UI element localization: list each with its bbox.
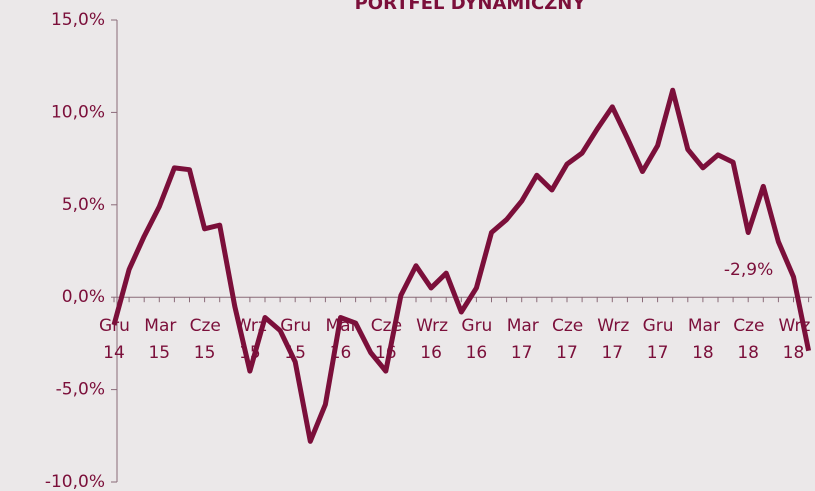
y-tick-label: 0,0% xyxy=(62,287,105,307)
x-tick-label: Wrz 18 xyxy=(779,313,809,367)
x-tick-label: Mar 16 xyxy=(326,313,356,367)
y-tick-label: -5,0% xyxy=(56,380,105,400)
x-tick-label: Gru 17 xyxy=(643,313,673,367)
x-tick-label: Mar 17 xyxy=(507,313,537,367)
y-tick-label: 10,0% xyxy=(51,102,105,122)
x-tick-label: Mar 15 xyxy=(144,313,174,367)
y-tick-label: 5,0% xyxy=(62,195,105,215)
x-tick-label: Gru 16 xyxy=(461,313,491,367)
chart: PORTFEL DYNAMICZNY -10,0% -5,0% 0,0% 5,0% 10… xyxy=(0,0,815,491)
y-tick-label: 15,0% xyxy=(51,10,105,30)
x-tick-label: Cze 18 xyxy=(733,313,763,367)
x-tick-label: Wrz 17 xyxy=(597,313,627,367)
x-tick-label: Gru 14 xyxy=(99,313,129,367)
x-tick-label: Mar 18 xyxy=(688,313,718,367)
x-tick-label: Gru 15 xyxy=(280,313,310,367)
x-tick-label: Cze 16 xyxy=(371,313,401,367)
line xyxy=(114,90,809,441)
y-tick-label: -10,0% xyxy=(45,472,105,491)
x-tick-label: Cze 15 xyxy=(190,313,220,367)
x-tick-label: Cze 17 xyxy=(552,313,582,367)
plot: PORTFEL DYNAMICZNY -10,0% -5,0% 0,0% 5,0% 10… xyxy=(0,0,815,491)
x-tick-label: Wrz 16 xyxy=(416,313,446,367)
chart-title: PORTFEL DYNAMICZNY xyxy=(355,0,587,14)
x-tick-label: Wrz 15 xyxy=(235,313,265,367)
data-label: -2,9% xyxy=(724,260,773,280)
